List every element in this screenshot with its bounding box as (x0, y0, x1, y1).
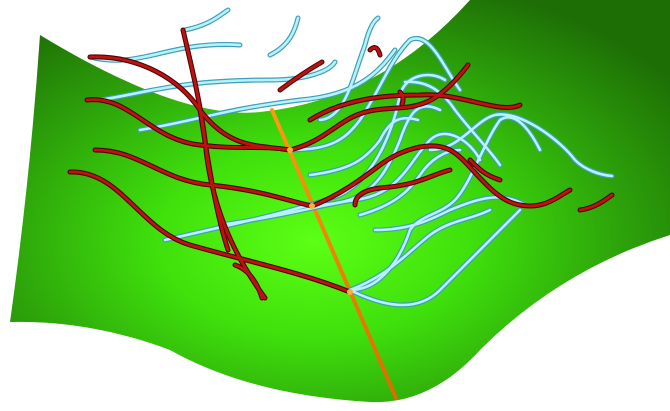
orange-axis (270, 108, 398, 400)
axis-nodes (287, 147, 353, 295)
red-curves (67, 27, 615, 301)
